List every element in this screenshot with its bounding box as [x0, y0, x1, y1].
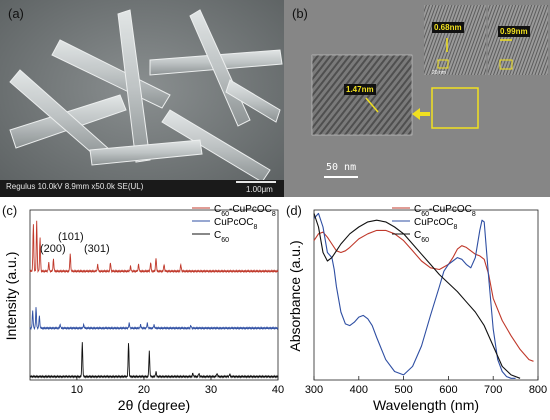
- uvvis-chart: 300 400 500 600 700 800 C60-CuPcOC8CuPcOC8C60…: [287, 204, 547, 413]
- uvvis-xtick-label-3: 600: [439, 384, 457, 396]
- xrd-legend-label-1: CuPcOC8: [214, 217, 257, 231]
- sem-info-text: Regulus 10.0kV 8.9mm x50.0k SE(UL): [6, 182, 144, 191]
- panel-b: (b) 1.47nm 0.68nm 0.99nm 20 nm 50 nm: [284, 0, 550, 197]
- xrd-xtick-label-3: 40: [272, 384, 284, 396]
- xrd-series-2: [29, 342, 279, 379]
- uvvis-series-0: [313, 229, 534, 362]
- xrd-legend-label-0: C60-CuPcOC8: [214, 204, 276, 218]
- spacing-label-1: 1.47nm: [344, 84, 376, 95]
- uvvis-series-1: [313, 212, 516, 379]
- panel-d-label: (d): [286, 203, 302, 218]
- xrd-series-0: [29, 220, 279, 274]
- uvvis-xtick-label-4: 700: [484, 384, 502, 396]
- panel-c: 10 20 30 40 C60-CuPcOC8 CuPcOC8 C60 (200) (10…: [0, 200, 284, 415]
- xrd-legend-label-2: C60: [214, 230, 229, 244]
- scale-bar-b-label: 50 nm: [326, 162, 357, 173]
- panel-a: (a) Regulus 10.0kV 8.9mm x50.0k SE(UL) 1…: [0, 0, 284, 197]
- annotation-301: (301): [84, 243, 110, 255]
- panel-d: 300 400 500 600 700 800 C60-CuPcOC8 CuPcOC8 C60…: [284, 200, 550, 415]
- uvvis-xtick-label-1: 400: [350, 384, 368, 396]
- uvvis-legend-label-0: C60-CuPcOC8: [414, 204, 476, 218]
- xrd-plot-frame: [29, 209, 279, 381]
- uvvis-ylabel: Absorbance (a.u.): [287, 240, 303, 351]
- xrd-ylabel: Intensity (a.u.): [3, 252, 19, 341]
- scale-bar-a-label: 1.00μm: [246, 185, 273, 194]
- uvvis-legend-label-1: CuPcOC8: [414, 217, 457, 231]
- sem-image: [0, 0, 284, 197]
- xrd-xtick-label-1: 20: [138, 384, 150, 396]
- uvvis-xlabel: Wavelength (nm): [373, 397, 479, 413]
- uvvis-legend-label-2: C60: [414, 230, 429, 244]
- panel-a-label: (a): [8, 6, 24, 21]
- panel-c-label: (c): [2, 203, 18, 218]
- inset-scale-label: 20 nm: [432, 70, 446, 76]
- xrd-xtick-label-0: 10: [71, 384, 83, 396]
- spacing-label-3: 0.99nm: [498, 26, 530, 37]
- annotation-200: (200): [40, 243, 66, 255]
- panel-b-label: (b): [292, 6, 308, 21]
- uvvis-xtick-label-2: 500: [394, 384, 412, 396]
- spacing-label-2: 0.68nm: [432, 22, 464, 33]
- uvvis-xtick-label-5: 800: [529, 384, 547, 396]
- uvvis-plot-frame: [313, 209, 539, 381]
- annotation-101: (101): [58, 231, 84, 243]
- scale-bar-a: [236, 181, 276, 183]
- xrd-xtick-label-2: 30: [205, 384, 217, 396]
- uvvis-xtick-label-0: 300: [305, 384, 323, 396]
- xrd-series-1: [29, 307, 279, 331]
- xrd-xlabel: 2θ (degree): [118, 397, 190, 413]
